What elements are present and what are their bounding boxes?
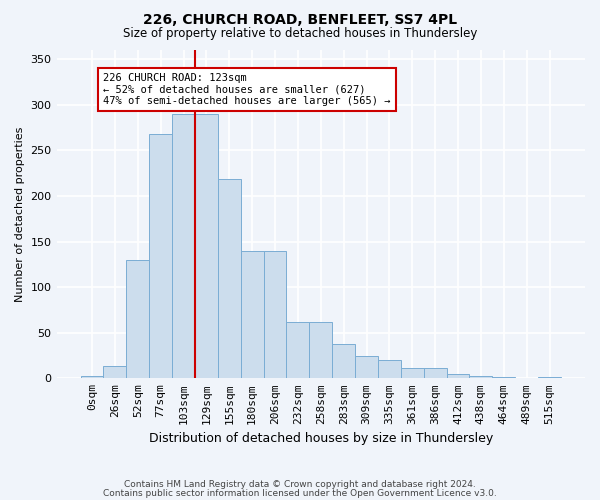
Text: Size of property relative to detached houses in Thundersley: Size of property relative to detached ho… [123,28,477,40]
Bar [286,322,310,378]
Bar [469,376,493,378]
Bar [332,344,355,378]
Bar [446,374,469,378]
Bar [172,114,195,378]
Bar [424,368,446,378]
Y-axis label: Number of detached properties: Number of detached properties [15,126,25,302]
Bar [218,180,241,378]
Bar [149,134,172,378]
Bar [310,322,332,378]
Bar [241,250,263,378]
Bar [103,366,127,378]
Bar [401,368,424,378]
Text: 226, CHURCH ROAD, BENFLEET, SS7 4PL: 226, CHURCH ROAD, BENFLEET, SS7 4PL [143,12,457,26]
Bar [80,376,103,378]
Bar [127,260,149,378]
X-axis label: Distribution of detached houses by size in Thundersley: Distribution of detached houses by size … [149,432,493,445]
Text: 226 CHURCH ROAD: 123sqm
← 52% of detached houses are smaller (627)
47% of semi-d: 226 CHURCH ROAD: 123sqm ← 52% of detache… [103,73,391,106]
Text: Contains public sector information licensed under the Open Government Licence v3: Contains public sector information licen… [103,488,497,498]
Bar [195,114,218,378]
Bar [355,356,378,378]
Text: Contains HM Land Registry data © Crown copyright and database right 2024.: Contains HM Land Registry data © Crown c… [124,480,476,489]
Bar [378,360,401,378]
Bar [263,250,286,378]
